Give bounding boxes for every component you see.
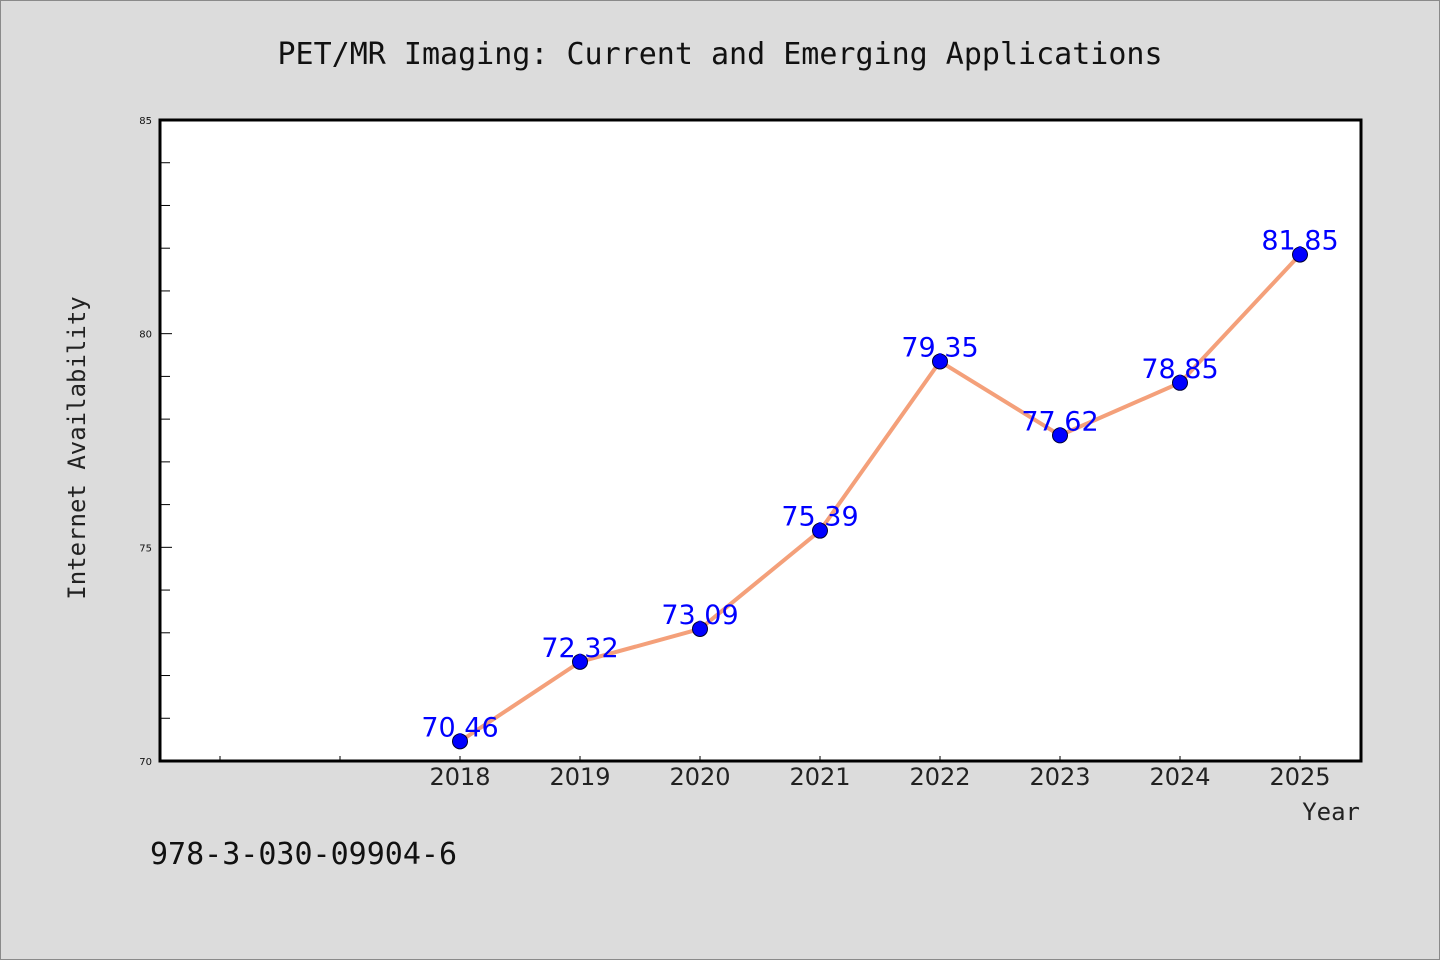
data-point [932, 353, 948, 370]
data-label: 75.39 [781, 502, 858, 533]
data-label: 79.35 [901, 332, 978, 363]
data-point [692, 620, 708, 637]
data-point [812, 522, 828, 539]
data-label: 77.62 [1021, 406, 1098, 437]
y-tick-label: 85 [139, 116, 152, 127]
data-label: 81.85 [1261, 226, 1338, 257]
data-point [1292, 246, 1308, 263]
isbn-text: 978-3-030-09904-6 [150, 837, 457, 872]
data-label: 78.85 [1141, 354, 1218, 385]
data-label: 70.46 [421, 712, 498, 743]
x-tick-label: 2021 [789, 763, 850, 791]
y-tick-label: 70 [139, 757, 152, 768]
y-axis-label: Internet Availability [63, 296, 91, 599]
data-point [452, 733, 468, 750]
data-labels: 70.46 72.32 73.09 75.39 79.35 77.62 78.85 81.85 [421, 226, 1338, 744]
x-tick-label: 2023 [1029, 763, 1090, 791]
y-ticks: 70 75 80 85 [139, 116, 172, 768]
x-ticks: 2018 2019 2020 2021 2022 2023 2024 2025 [219, 756, 1331, 791]
chart-title: PET/MR Imaging: Current and Emerging App… [277, 37, 1162, 72]
x-axis-label: Year [1302, 798, 1360, 826]
data-point [1172, 374, 1188, 391]
x-tick-label: 2025 [1269, 763, 1330, 791]
series-line [458, 252, 1302, 744]
x-tick-label: 2022 [909, 763, 970, 791]
y-tick-label: 80 [139, 330, 152, 341]
series-markers [452, 246, 1308, 750]
data-point [572, 653, 588, 670]
x-tick-label: 2020 [669, 763, 730, 791]
x-tick-label: 2024 [1149, 763, 1210, 791]
data-point [1052, 427, 1068, 444]
data-label: 73.09 [661, 600, 738, 631]
x-tick-label: 2018 [429, 763, 490, 791]
data-label: 72.32 [541, 633, 618, 664]
x-tick-label: 2019 [549, 763, 610, 791]
y-tick-label: 75 [139, 543, 152, 554]
plot-area [158, 118, 1363, 763]
y-minor-ticks [160, 162, 170, 719]
